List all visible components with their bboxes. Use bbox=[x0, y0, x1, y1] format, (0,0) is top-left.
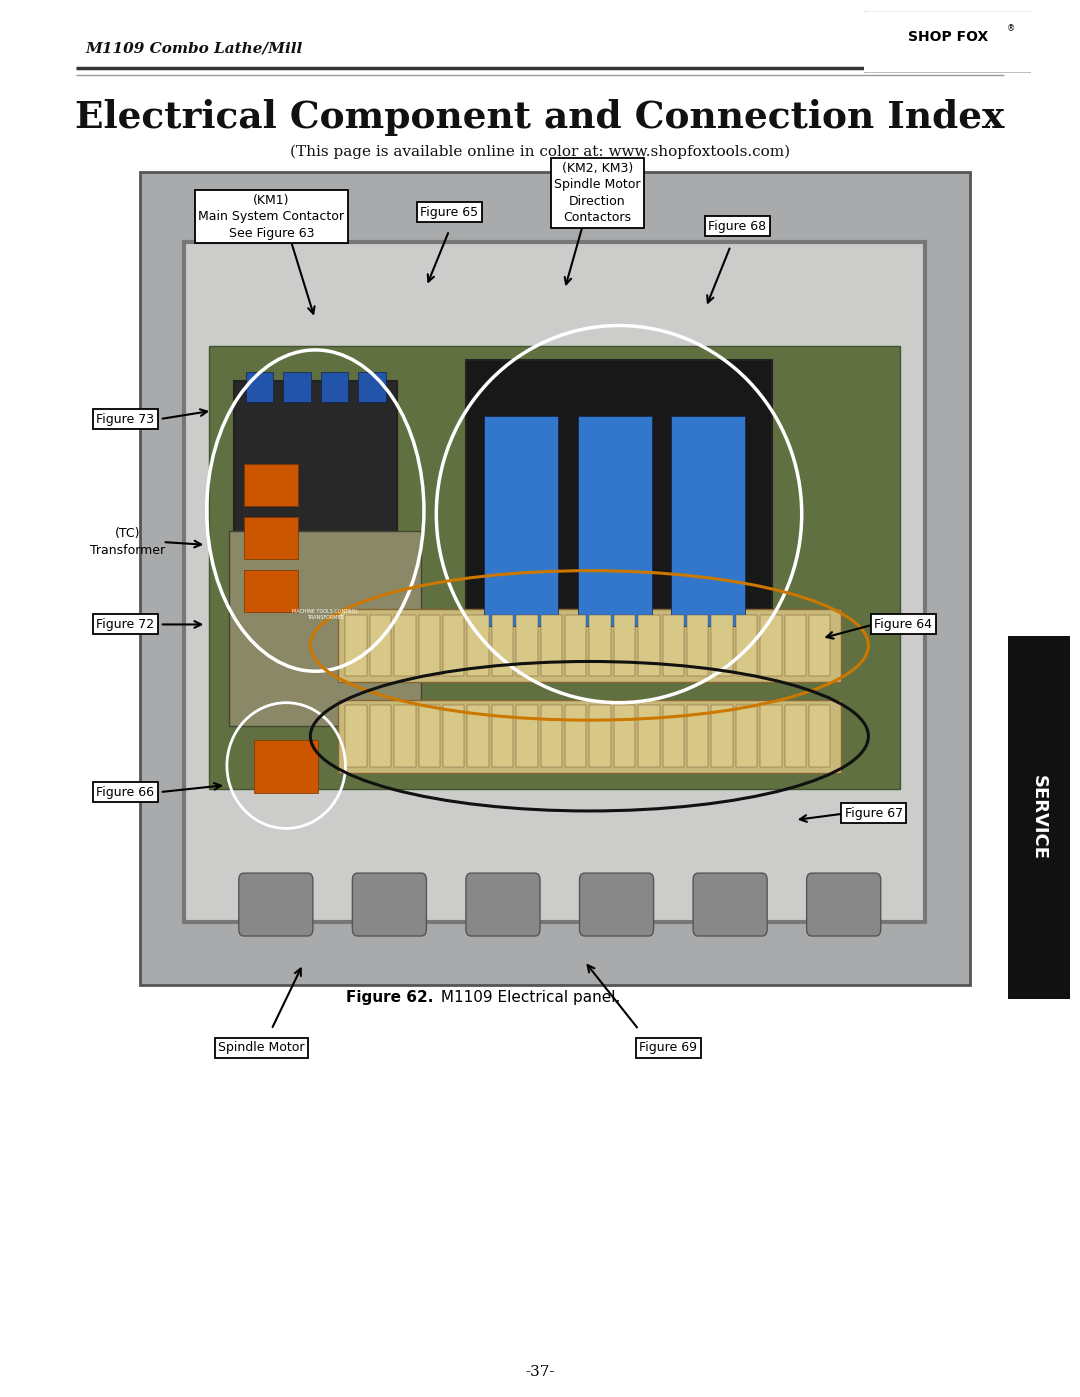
FancyBboxPatch shape bbox=[638, 615, 660, 676]
FancyBboxPatch shape bbox=[854, 10, 1041, 74]
Text: M1109 Electrical panel.: M1109 Electrical panel. bbox=[436, 990, 621, 1004]
FancyBboxPatch shape bbox=[338, 609, 841, 682]
FancyBboxPatch shape bbox=[578, 416, 651, 626]
Text: Figure 65: Figure 65 bbox=[420, 205, 478, 219]
FancyBboxPatch shape bbox=[687, 615, 708, 676]
Text: MACHINE TOOLS CONTROL
TRANSFORMER: MACHINE TOOLS CONTROL TRANSFORMER bbox=[292, 609, 359, 620]
FancyBboxPatch shape bbox=[244, 517, 298, 559]
Text: Figure 68: Figure 68 bbox=[708, 219, 767, 233]
FancyBboxPatch shape bbox=[613, 615, 635, 676]
FancyBboxPatch shape bbox=[516, 705, 538, 767]
Text: ®: ® bbox=[1008, 24, 1015, 34]
FancyBboxPatch shape bbox=[394, 615, 416, 676]
Text: (TC)
Transformer: (TC) Transformer bbox=[90, 527, 165, 557]
Text: Figure 62.: Figure 62. bbox=[346, 990, 433, 1004]
FancyBboxPatch shape bbox=[443, 615, 464, 676]
FancyBboxPatch shape bbox=[784, 705, 806, 767]
FancyBboxPatch shape bbox=[465, 360, 772, 668]
FancyBboxPatch shape bbox=[672, 416, 745, 626]
Text: Figure 72: Figure 72 bbox=[96, 617, 154, 631]
FancyBboxPatch shape bbox=[244, 464, 298, 506]
FancyBboxPatch shape bbox=[565, 615, 586, 676]
Text: Spindle Motor: Spindle Motor bbox=[218, 1041, 305, 1055]
FancyBboxPatch shape bbox=[346, 705, 367, 767]
FancyBboxPatch shape bbox=[419, 615, 440, 676]
Text: Figure 69: Figure 69 bbox=[639, 1041, 698, 1055]
FancyBboxPatch shape bbox=[140, 172, 970, 985]
FancyBboxPatch shape bbox=[760, 705, 782, 767]
FancyBboxPatch shape bbox=[541, 615, 562, 676]
FancyBboxPatch shape bbox=[484, 416, 557, 626]
Text: Figure 67: Figure 67 bbox=[845, 806, 903, 820]
FancyBboxPatch shape bbox=[185, 242, 926, 922]
FancyBboxPatch shape bbox=[809, 705, 831, 767]
FancyBboxPatch shape bbox=[352, 873, 427, 936]
Text: M1109 Combo Lathe/Mill: M1109 Combo Lathe/Mill bbox=[85, 42, 303, 56]
Text: SERVICE: SERVICE bbox=[1030, 775, 1048, 859]
FancyBboxPatch shape bbox=[809, 615, 831, 676]
FancyBboxPatch shape bbox=[580, 873, 653, 936]
FancyBboxPatch shape bbox=[419, 705, 440, 767]
FancyBboxPatch shape bbox=[465, 873, 540, 936]
FancyBboxPatch shape bbox=[359, 372, 386, 402]
FancyBboxPatch shape bbox=[1008, 636, 1070, 999]
FancyBboxPatch shape bbox=[283, 372, 311, 402]
FancyBboxPatch shape bbox=[735, 615, 757, 676]
FancyBboxPatch shape bbox=[712, 615, 733, 676]
FancyBboxPatch shape bbox=[244, 570, 298, 612]
FancyBboxPatch shape bbox=[491, 705, 513, 767]
FancyBboxPatch shape bbox=[541, 705, 562, 767]
FancyBboxPatch shape bbox=[369, 615, 391, 676]
FancyBboxPatch shape bbox=[712, 705, 733, 767]
FancyBboxPatch shape bbox=[613, 705, 635, 767]
FancyBboxPatch shape bbox=[491, 615, 513, 676]
FancyBboxPatch shape bbox=[565, 705, 586, 767]
FancyBboxPatch shape bbox=[239, 873, 313, 936]
FancyBboxPatch shape bbox=[234, 381, 396, 640]
FancyBboxPatch shape bbox=[254, 740, 318, 793]
FancyBboxPatch shape bbox=[687, 705, 708, 767]
FancyBboxPatch shape bbox=[807, 873, 880, 936]
FancyBboxPatch shape bbox=[229, 531, 421, 726]
FancyBboxPatch shape bbox=[443, 705, 464, 767]
FancyBboxPatch shape bbox=[784, 615, 806, 676]
FancyBboxPatch shape bbox=[760, 615, 782, 676]
FancyBboxPatch shape bbox=[662, 705, 684, 767]
FancyBboxPatch shape bbox=[590, 615, 611, 676]
Text: (This page is available online in color at: www.shopfoxtools.com): (This page is available online in color … bbox=[289, 145, 791, 159]
FancyBboxPatch shape bbox=[338, 700, 841, 773]
Text: SHOP FOX: SHOP FOX bbox=[907, 29, 988, 43]
FancyBboxPatch shape bbox=[693, 873, 767, 936]
FancyBboxPatch shape bbox=[468, 705, 489, 767]
FancyBboxPatch shape bbox=[210, 346, 901, 789]
FancyBboxPatch shape bbox=[638, 705, 660, 767]
FancyBboxPatch shape bbox=[321, 372, 349, 402]
FancyBboxPatch shape bbox=[394, 705, 416, 767]
FancyBboxPatch shape bbox=[516, 615, 538, 676]
FancyBboxPatch shape bbox=[245, 372, 273, 402]
Text: Figure 73: Figure 73 bbox=[96, 412, 154, 426]
FancyBboxPatch shape bbox=[735, 705, 757, 767]
FancyBboxPatch shape bbox=[590, 705, 611, 767]
Text: Electrical Component and Connection Index: Electrical Component and Connection Inde… bbox=[76, 99, 1004, 136]
Text: Figure 66: Figure 66 bbox=[96, 785, 154, 799]
FancyBboxPatch shape bbox=[369, 705, 391, 767]
FancyBboxPatch shape bbox=[662, 615, 684, 676]
Text: (KM2, KM3)
Spindle Motor
Direction
Contactors: (KM2, KM3) Spindle Motor Direction Conta… bbox=[554, 162, 640, 224]
Text: (KM1)
Main System Contactor
See Figure 63: (KM1) Main System Contactor See Figure 6… bbox=[199, 194, 345, 239]
Text: -37-: -37- bbox=[525, 1365, 555, 1379]
Text: Figure 64: Figure 64 bbox=[875, 617, 932, 631]
FancyBboxPatch shape bbox=[346, 615, 367, 676]
FancyBboxPatch shape bbox=[468, 615, 489, 676]
